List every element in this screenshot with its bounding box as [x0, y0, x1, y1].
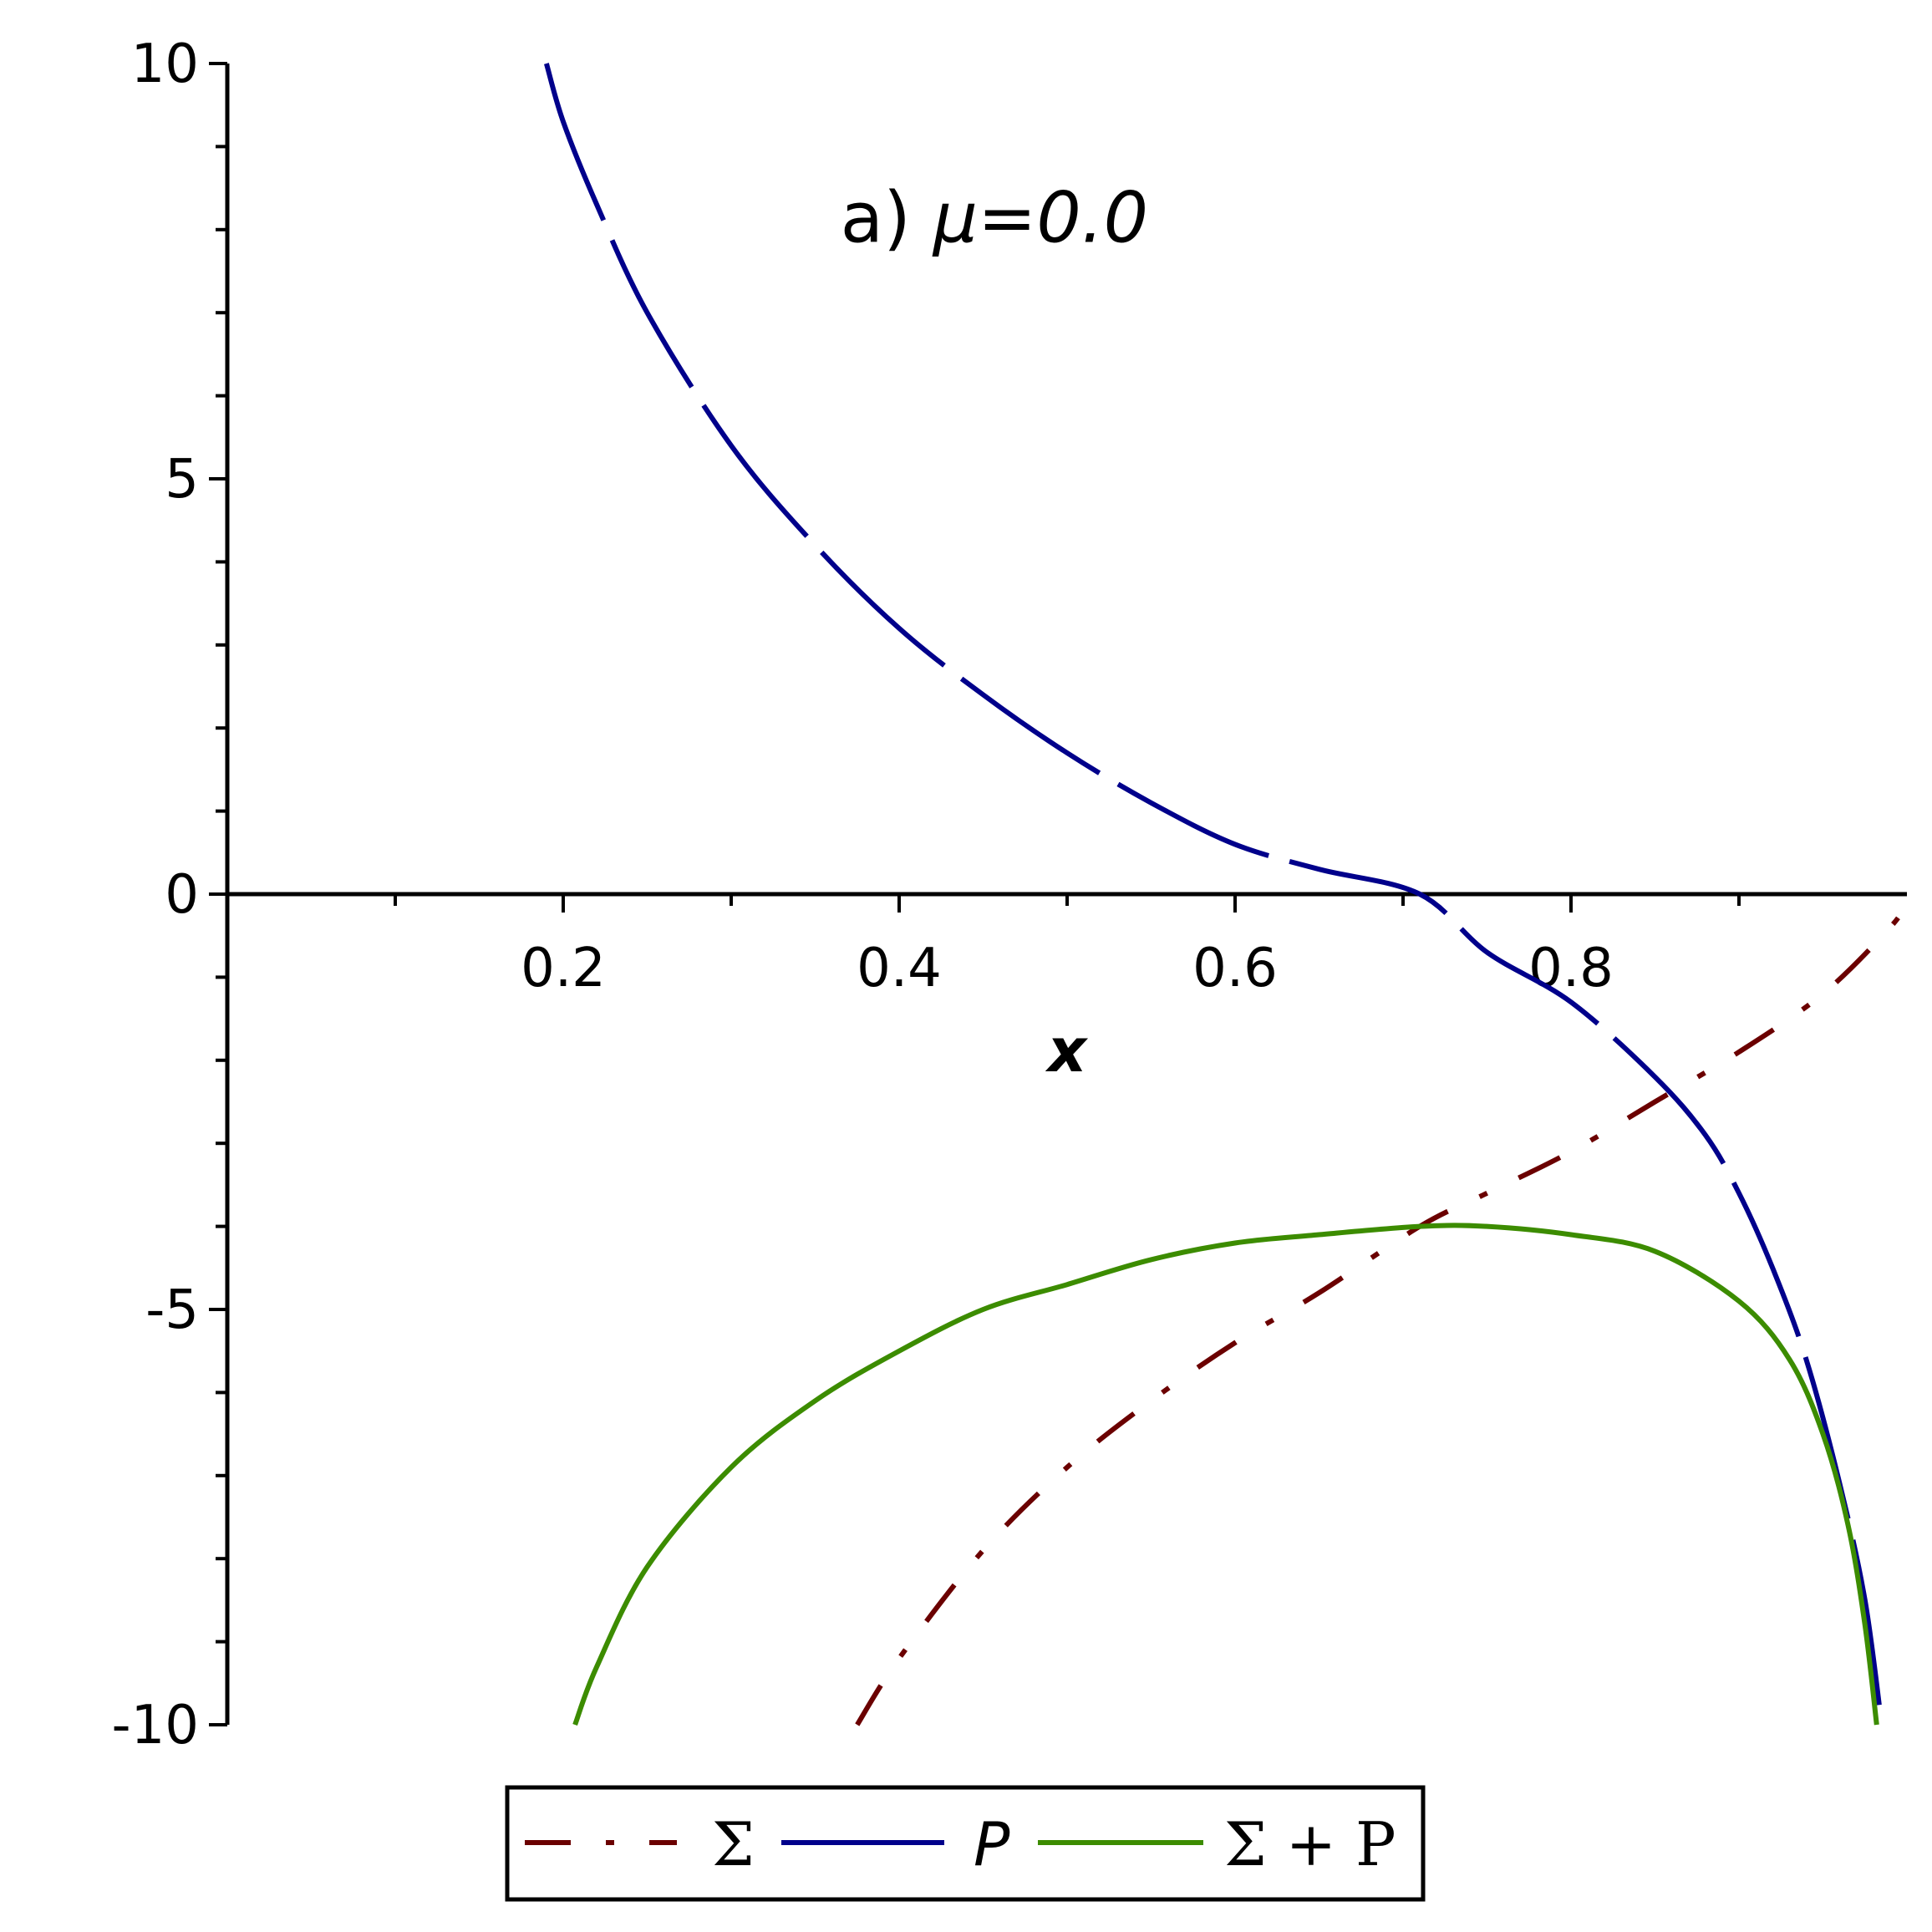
y-tick-label: -5 [145, 1279, 199, 1341]
legend-label-sigma-plus-p: Σ + P [1224, 1809, 1396, 1879]
x-tick-label: 0.4 [857, 938, 942, 999]
y-tick-label: 5 [165, 449, 199, 511]
y-tick-label: -10 [111, 1695, 199, 1757]
y-tick-label: 10 [131, 33, 199, 95]
legend-label-p: P [974, 1809, 1010, 1879]
plot-annotation: a) μ=0.0 [841, 177, 1148, 259]
x-tick-label: 0.2 [521, 938, 606, 999]
annotation-math: μ=0.0 [932, 177, 1148, 259]
x-tick-label: 0.6 [1192, 938, 1278, 999]
x-axis-title: x [1045, 1015, 1089, 1085]
series-line-sigma-plus-p [572, 1223, 1879, 1726]
annotation-prefix: a) [841, 177, 933, 259]
series-line-sigma [855, 901, 1909, 1726]
x-tick-label: 0.8 [1528, 938, 1614, 999]
legend: Σ P Σ + P [505, 1785, 1426, 1902]
axes: -10 -5 0 5 10 0.2 0.4 0.6 0.8 [111, 33, 1907, 1757]
y-tick-label: 0 [165, 864, 199, 926]
series-line-p [544, 63, 1884, 1726]
curves [544, 63, 1909, 1726]
legend-label-sigma: Σ [712, 1809, 755, 1879]
